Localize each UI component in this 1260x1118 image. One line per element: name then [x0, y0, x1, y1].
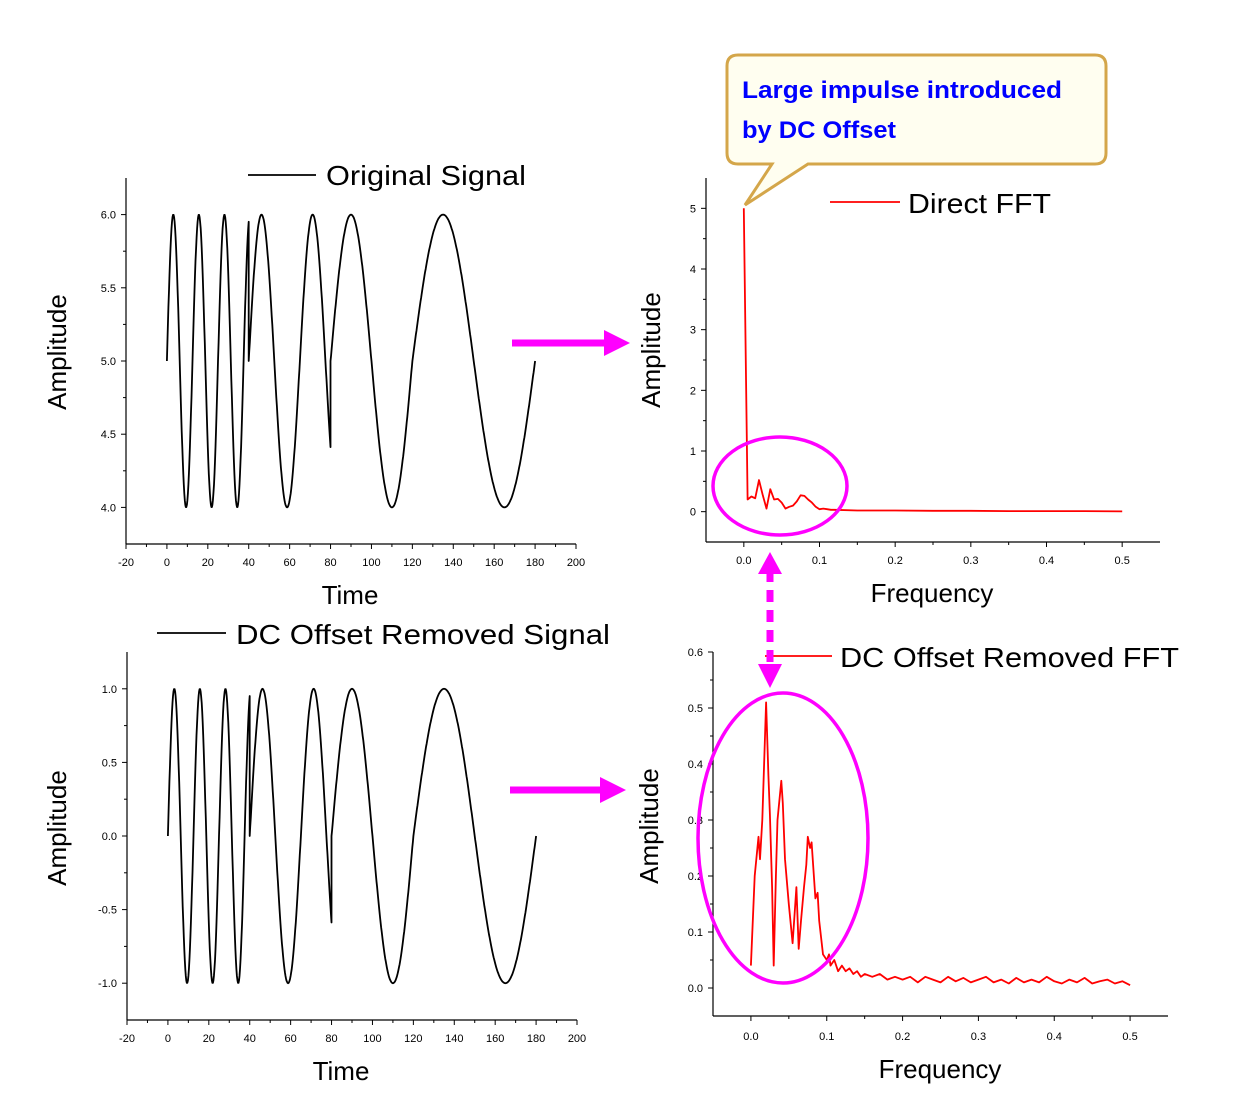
x-tick-label: 180 — [527, 1033, 545, 1045]
annotation-layer: Large impulse introduced by DC Offset — [510, 53, 1108, 985]
x-tick-label: 140 — [444, 557, 462, 569]
x-tick-label: 100 — [363, 1033, 381, 1045]
x-tick-label: 120 — [403, 557, 421, 569]
highlight-ellipse-bottom — [696, 691, 870, 985]
y-tick-label: 1.0 — [102, 684, 117, 696]
dc-removed-signal-chart: -20 0 20 40 60 80 100 120 140 160 180 200 -1.0 -0.5 0.… — [42, 619, 610, 1086]
y-axis-label: Amplitude — [42, 770, 72, 886]
x-tick-label: 200 — [567, 557, 585, 569]
series-line — [750, 701, 1131, 987]
x-tick-label: 0.0 — [743, 1031, 758, 1043]
x-tick-label: 40 — [243, 557, 255, 569]
callout-line-2: by DC Offset — [742, 117, 896, 144]
y-tick-label: 5.5 — [101, 283, 116, 295]
x-tick-label: 0.2 — [888, 555, 903, 567]
legend-label: Direct FFT — [908, 188, 1051, 219]
x-axis-label: Time — [322, 580, 379, 610]
x-tick-label: 120 — [404, 1033, 422, 1045]
y-tick-label: 5.0 — [101, 356, 116, 368]
x-tick-label: 0.0 — [736, 555, 751, 567]
y-tick-label: 0.0 — [102, 831, 117, 843]
y-tick-label: 6.0 — [101, 210, 116, 222]
y-tick-label: 4.0 — [101, 502, 116, 514]
y-tick-label: 5 — [690, 203, 696, 215]
y-tick-label: 0.5 — [102, 757, 117, 769]
y-tick-label: 0.1 — [688, 927, 703, 939]
y-tick-label: 0.6 — [688, 647, 703, 659]
x-tick-label: 200 — [568, 1033, 586, 1045]
x-tick-label: 100 — [362, 557, 380, 569]
series-line — [166, 213, 536, 509]
x-tick-label: 0 — [164, 557, 170, 569]
x-tick-label: 0.1 — [819, 1031, 834, 1043]
x-tick-label: 0.4 — [1047, 1031, 1062, 1043]
x-tick-label: 160 — [485, 557, 503, 569]
highlight-ellipse-top — [711, 435, 849, 537]
x-tick-label: 0.5 — [1115, 555, 1130, 567]
y-tick-label: 0 — [690, 507, 696, 519]
dashed-arrow-head-down — [758, 664, 782, 688]
y-axis-label: Amplitude — [634, 768, 664, 884]
series-line — [167, 687, 537, 985]
callout-bubble — [725, 53, 1108, 207]
legend-label: DC Offset Removed Signal — [236, 619, 610, 650]
x-tick-label: 180 — [526, 557, 544, 569]
x-tick-label: 80 — [324, 557, 336, 569]
y-tick-label: 4.5 — [101, 429, 116, 441]
x-axis-label: Time — [313, 1056, 370, 1086]
x-tick-label: 0 — [165, 1033, 171, 1045]
series-line — [742, 208, 1123, 513]
x-tick-label: 140 — [445, 1033, 463, 1045]
direct-fft-chart: 0.0 0.1 0.2 0.3 0.4 0.5 0 1 2 3 4 5 Frequency Amplitu… — [636, 178, 1160, 608]
arrow-top-right-head — [604, 330, 630, 356]
y-tick-label: 0.4 — [688, 759, 703, 771]
y-tick-label: 0.0 — [688, 983, 703, 995]
y-tick-label: 0.3 — [688, 815, 703, 827]
callout-line-1: Large impulse introduced — [742, 77, 1062, 104]
y-tick-label: 2 — [690, 385, 696, 397]
x-tick-label: 40 — [244, 1033, 256, 1045]
x-tick-label: 60 — [284, 557, 296, 569]
y-tick-label: -0.5 — [98, 905, 117, 917]
y-axis-label: Amplitude — [42, 294, 72, 410]
x-tick-label: 160 — [486, 1033, 504, 1045]
y-tick-label: -1.0 — [98, 978, 117, 990]
y-axis-label: Amplitude — [636, 292, 666, 408]
x-tick-label: 20 — [203, 1033, 215, 1045]
dashed-arrow-head-up — [758, 552, 782, 574]
original-signal-chart: -20 0 20 40 60 80 100 120 140 160 180 200 4.0 4.5 5.0 5… — [42, 160, 585, 610]
x-axis-label: Frequency — [871, 578, 994, 608]
y-tick-label: 3 — [690, 325, 696, 337]
x-tick-label: 0.5 — [1122, 1031, 1137, 1043]
x-tick-label: 0.3 — [971, 1031, 986, 1043]
x-axis-label: Frequency — [879, 1054, 1002, 1084]
x-tick-label: 80 — [325, 1033, 337, 1045]
x-tick-label: -20 — [119, 1033, 135, 1045]
y-tick-label: 4 — [690, 264, 696, 276]
x-tick-label: 0.2 — [895, 1031, 910, 1043]
x-tick-label: -20 — [118, 557, 134, 569]
dc-removed-fft-chart: 0.0 0.1 0.2 0.3 0.4 0.50.00.10.20.30.40.50.6F… — [634, 642, 1179, 1084]
x-tick-label: 60 — [285, 1033, 297, 1045]
legend-label: Original Signal — [326, 160, 526, 191]
x-tick-label: 0.1 — [812, 555, 827, 567]
legend-label: DC Offset Removed FFT — [840, 642, 1179, 673]
x-tick-label: 0.3 — [963, 555, 978, 567]
x-tick-label: 20 — [202, 557, 214, 569]
arrow-bottom-right-head — [600, 777, 626, 803]
y-tick-label: 1 — [690, 446, 696, 458]
x-tick-label: 0.4 — [1039, 555, 1054, 567]
y-tick-label: 0.5 — [688, 703, 703, 715]
